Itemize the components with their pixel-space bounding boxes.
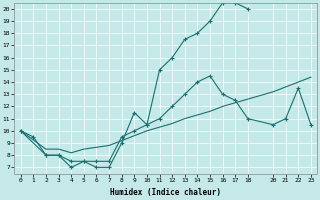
X-axis label: Humidex (Indice chaleur): Humidex (Indice chaleur) bbox=[110, 188, 221, 197]
